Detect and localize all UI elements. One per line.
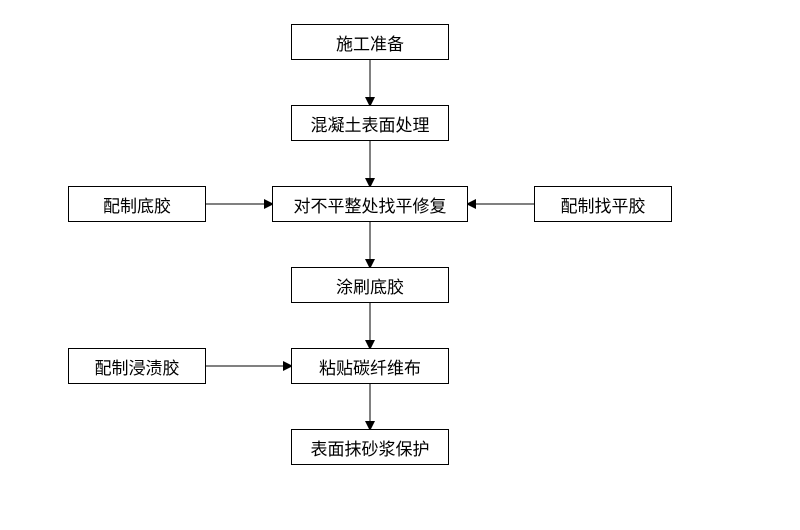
flowchart-node-s3: 配制浸渍胶	[68, 348, 206, 384]
flowchart-node-n5: 粘贴碳纤维布	[291, 348, 449, 384]
flowchart-node-s2: 配制找平胶	[534, 186, 672, 222]
flowchart-node-n6: 表面抹砂浆保护	[291, 429, 449, 465]
flowchart-node-n2: 混凝土表面处理	[291, 105, 449, 141]
flowchart-node-s1: 配制底胶	[68, 186, 206, 222]
flowchart-node-n3: 对不平整处找平修复	[272, 186, 468, 222]
flowchart-node-n1: 施工准备	[291, 24, 449, 60]
flowchart-node-n4: 涂刷底胶	[291, 267, 449, 303]
